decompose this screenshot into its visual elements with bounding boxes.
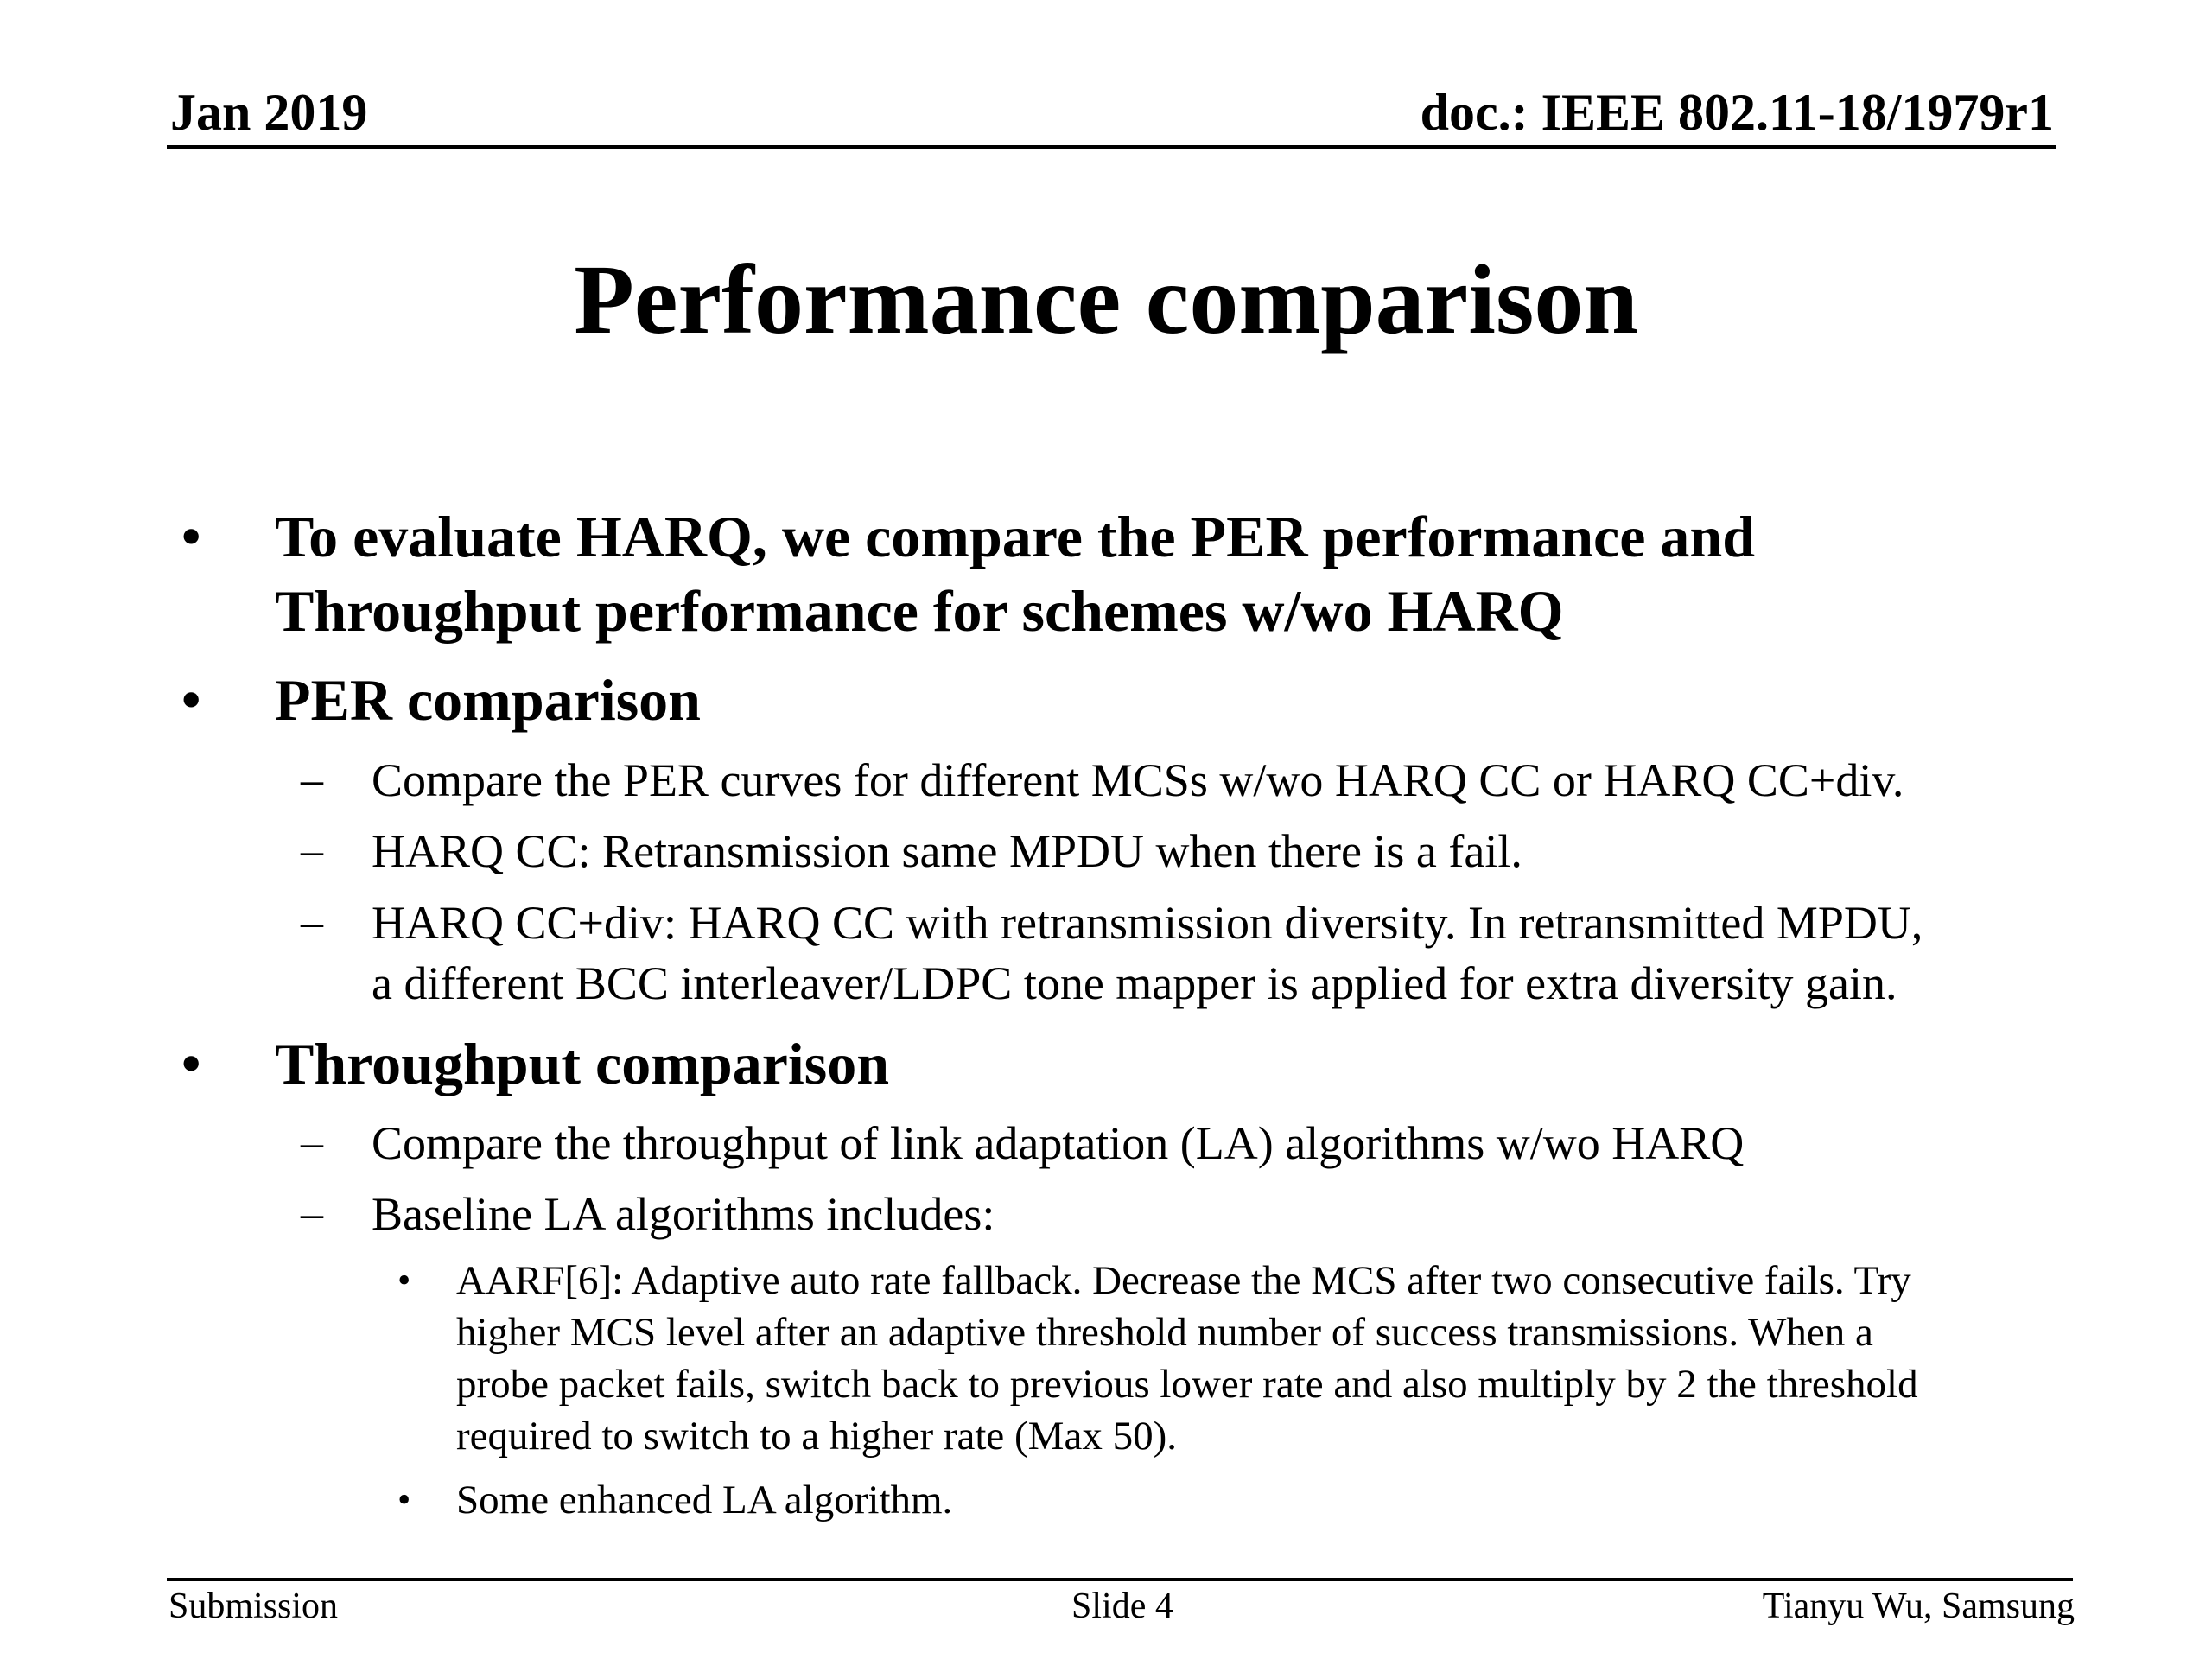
header-doc-id: doc.: IEEE 802.11-18/1979r1 — [1420, 84, 2054, 141]
dash-icon: – — [301, 826, 323, 875]
bullet-icon: • — [397, 1259, 411, 1301]
sub-bullet-line: Baseline LA algorithms includes: — [372, 1188, 995, 1240]
sub-bullet-text: HARQ CC: Retransmission same MPDU when t… — [372, 821, 2100, 881]
sub-bullet-text: Compare the throughput of link adaptatio… — [372, 1113, 2100, 1173]
bullet-text: PER comparison — [275, 663, 2089, 737]
bullet-icon: • — [181, 1033, 201, 1094]
bullet-line: Throughput comparison — [275, 1031, 890, 1096]
sub-bullet-text: Compare the PER curves for different MCS… — [372, 750, 2100, 810]
bullet-icon: • — [181, 669, 201, 730]
header-divider — [167, 145, 2056, 149]
bullet-line: To evaluate HARQ, we compare the PER per… — [275, 504, 1756, 569]
dash-icon: – — [301, 755, 323, 804]
sub-sub-bullet-line: Some enhanced LA algorithm. — [456, 1478, 953, 1522]
bullet-text: Throughput comparison — [275, 1027, 2089, 1101]
sub-bullet-line: Compare the throughput of link adaptatio… — [372, 1117, 1745, 1169]
dash-icon: – — [301, 1118, 323, 1167]
sub-bullet-text: HARQ CC+div: HARQ CC with retransmission… — [372, 893, 2100, 1014]
sub-sub-bullet-line: higher MCS level after an adaptive thres… — [456, 1310, 1873, 1355]
sub-bullet-line: HARQ CC: Retransmission same MPDU when t… — [372, 825, 1522, 877]
sub-sub-bullet-line: required to switch to a higher rate (Max… — [456, 1414, 1177, 1459]
header-date: Jan 2019 — [170, 84, 368, 141]
sub-bullet-text: Baseline LA algorithms includes: — [372, 1184, 2100, 1244]
sub-sub-bullet-text: Some enhanced LA algorithm. — [456, 1474, 2098, 1526]
bullet-icon: • — [397, 1478, 411, 1521]
bullet-text: To evaluate HARQ, we compare the PER per… — [275, 499, 2089, 648]
sub-bullet-line: HARQ CC+div: HARQ CC with retransmission… — [372, 897, 1923, 949]
footer-divider — [167, 1578, 2073, 1581]
sub-sub-bullet-line: probe packet fails, switch back to previ… — [456, 1362, 1918, 1407]
bullet-line: Throughput performance for schemes w/wo … — [275, 578, 1564, 644]
bullet-icon: • — [181, 505, 201, 567]
dash-icon: – — [301, 898, 323, 947]
sub-bullet-line: Compare the PER curves for different MCS… — [372, 754, 1904, 806]
sub-sub-bullet-line: AARF[6]: Adaptive auto rate fallback. De… — [456, 1258, 1911, 1303]
sub-sub-bullet-text: AARF[6]: Adaptive auto rate fallback. De… — [456, 1255, 2098, 1462]
sub-bullet-line: a different BCC interleaver/LDPC tone ma… — [372, 957, 1897, 1009]
footer-author: Tianyu Wu, Samsung — [1762, 1586, 2075, 1626]
footer-submission: Submission — [168, 1586, 339, 1626]
footer-slide-number: Slide 4 — [1071, 1586, 1173, 1626]
slide-title: Performance comparison — [574, 245, 1638, 354]
bullet-line: PER comparison — [275, 667, 701, 733]
dash-icon: – — [301, 1189, 323, 1238]
